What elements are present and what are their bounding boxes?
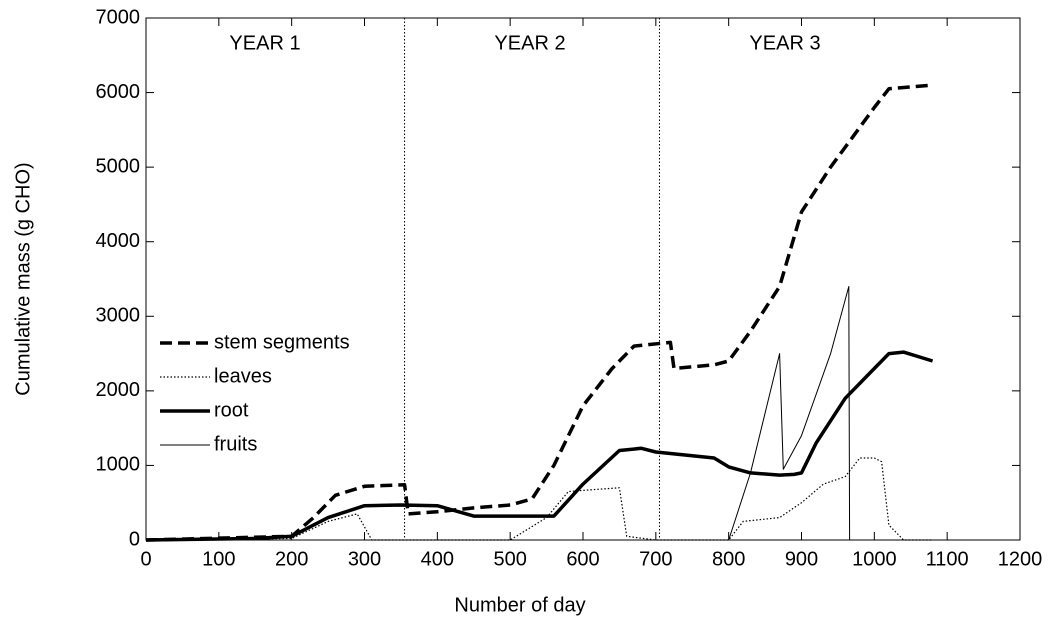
series-line bbox=[728, 286, 851, 541]
y-tick-label: 2000 bbox=[96, 379, 141, 401]
y-tick-label: 1000 bbox=[96, 454, 141, 476]
x-tick-label: 300 bbox=[348, 548, 381, 570]
year-label: YEAR 3 bbox=[749, 32, 820, 54]
legend-label: root bbox=[214, 399, 249, 421]
x-tick-label: 200 bbox=[275, 548, 308, 570]
x-tick-label: 800 bbox=[712, 548, 745, 570]
x-tick-label: 1200 bbox=[998, 548, 1043, 570]
y-tick-label: 0 bbox=[129, 528, 140, 550]
series-line bbox=[145, 457, 933, 541]
x-tick-label: 700 bbox=[639, 548, 672, 570]
y-tick-label: 4000 bbox=[96, 230, 141, 252]
x-tick-label: 400 bbox=[421, 548, 454, 570]
y-tick-label: 5000 bbox=[96, 155, 141, 177]
y-tick-label: 3000 bbox=[96, 305, 141, 327]
x-tick-label: 600 bbox=[566, 548, 599, 570]
legend-label: stem segments bbox=[214, 331, 350, 353]
y-tick-label: 7000 bbox=[96, 6, 141, 28]
legend-label: fruits bbox=[214, 433, 257, 455]
x-tick-label: 900 bbox=[785, 548, 818, 570]
plot-frame bbox=[145, 17, 1021, 541]
x-axis-label: Number of day bbox=[454, 594, 585, 616]
x-tick-label: 500 bbox=[493, 548, 526, 570]
legend-label: leaves bbox=[214, 365, 272, 387]
y-tick-label: 6000 bbox=[96, 81, 141, 103]
x-tick-label: 1000 bbox=[852, 548, 897, 570]
year-label: YEAR 1 bbox=[229, 32, 300, 54]
x-tick-label: 100 bbox=[202, 548, 235, 570]
year-label: YEAR 2 bbox=[494, 32, 565, 54]
y-axis-label: Cumulative mass (g CHO) bbox=[12, 162, 34, 395]
series-line bbox=[145, 83, 933, 542]
x-tick-label: 0 bbox=[140, 548, 151, 570]
x-tick-label: 1100 bbox=[926, 548, 969, 570]
series-line bbox=[145, 350, 934, 542]
